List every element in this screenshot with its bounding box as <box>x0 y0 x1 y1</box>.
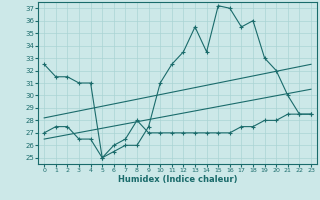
X-axis label: Humidex (Indice chaleur): Humidex (Indice chaleur) <box>118 175 237 184</box>
